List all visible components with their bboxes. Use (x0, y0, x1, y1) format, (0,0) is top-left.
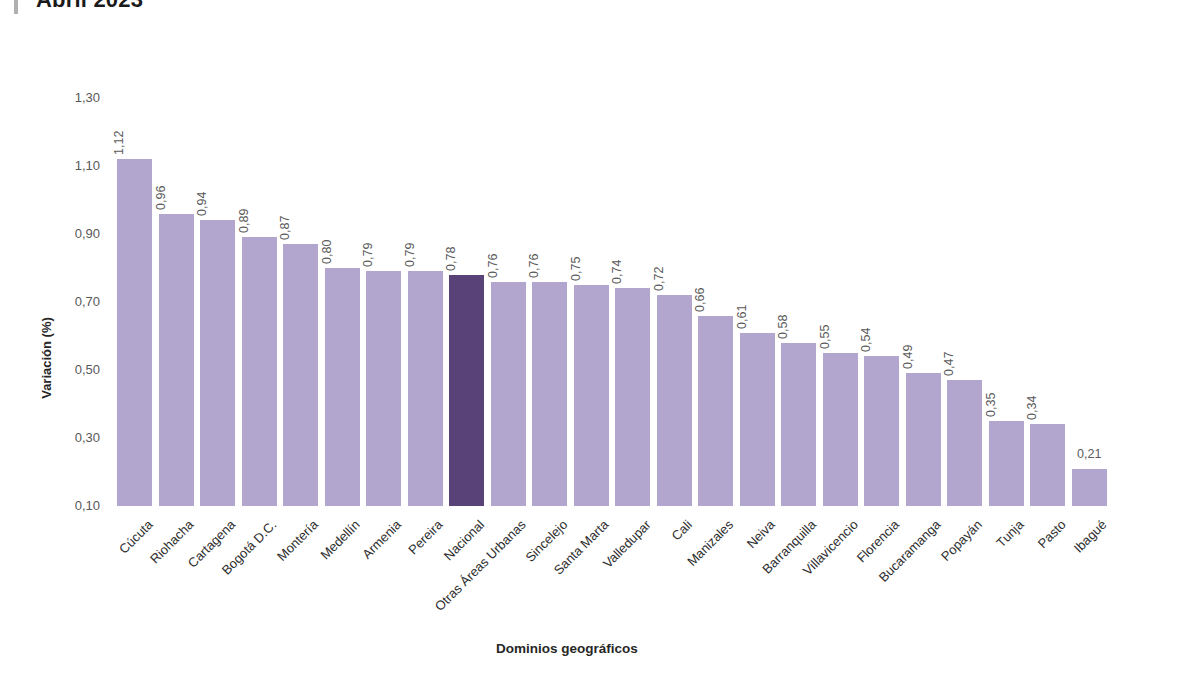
bar-cartagena (200, 220, 235, 506)
y-axis-title: Variación (%) (39, 317, 54, 399)
value-label-cartagena: 0,94 (195, 192, 210, 216)
bar-ibague (1072, 469, 1107, 506)
x-tick-pasto: Pasto (1034, 517, 1068, 551)
y-tick-1-10: 1,10 (40, 158, 100, 174)
bar-manizales (698, 316, 733, 506)
bar-armenia (366, 271, 401, 506)
bar-cucuta (117, 159, 152, 506)
bar-valledupar (615, 288, 650, 506)
value-label-tunja: 0,35 (984, 393, 999, 417)
bar-neiva (740, 333, 775, 506)
bar-bucaramanga (906, 373, 941, 506)
bar-riohacha (159, 214, 194, 506)
value-label-villavicencio: 0,55 (818, 325, 833, 349)
bar-nacional (449, 275, 484, 506)
x-tick-pereira: Pereira (406, 517, 446, 557)
bar-otras-areas-urbanas (491, 282, 526, 506)
value-label-cali: 0,72 (652, 267, 667, 291)
bar-santa-marta (574, 285, 609, 506)
bar-monteria (283, 244, 318, 506)
bar-sincelejo (532, 282, 567, 506)
x-tick-cali: Cali (668, 517, 694, 543)
value-label-otras-areas-urbanas: 0,76 (486, 253, 501, 277)
x-tick-cucuta: Cúcuta (116, 517, 156, 557)
x-tick-tunja: Tunja (994, 517, 1027, 550)
bar-villavicencio (823, 353, 858, 506)
bar-bogota-d-c (242, 237, 277, 506)
value-label-armenia: 0,79 (361, 243, 376, 267)
bar-chart: Variación (%) 1,30 1,10 0,90 0,70 0,50 0,30 0,… (0, 0, 1200, 675)
value-label-neiva: 0,61 (735, 304, 750, 328)
y-tick-0-10: 0,10 (40, 498, 100, 514)
bar-pasto (1030, 424, 1065, 506)
value-label-bogota-d-c: 0,89 (237, 209, 252, 233)
x-tick-popayan: Popayán (938, 517, 985, 564)
bar-tunja (989, 421, 1024, 506)
bar-popayan (947, 380, 982, 506)
y-tick-1-30: 1,30 (40, 90, 100, 106)
value-label-manizales: 0,66 (693, 287, 708, 311)
y-tick-0-70: 0,70 (40, 294, 100, 310)
y-tick-0-50: 0,50 (40, 362, 100, 378)
value-label-nacional: 0,78 (444, 246, 459, 270)
value-label-bucaramanga: 0,49 (901, 345, 916, 369)
x-tick-ibague: Ibagué (1071, 517, 1110, 556)
value-label-riohacha: 0,96 (154, 185, 169, 209)
bar-florencia (864, 356, 899, 506)
x-tick-neiva: Neiva (744, 517, 778, 551)
x-tick-medellin: Medellín (318, 517, 363, 562)
x-axis-title: Dominios geográficos (496, 641, 638, 656)
value-label-pasto: 0,34 (1025, 396, 1040, 420)
value-label-pereira: 0,79 (403, 243, 418, 267)
value-label-sincelejo: 0,76 (527, 253, 542, 277)
report-page: Abril 2023 Variación (%) 1,301,100,900,7… (0, 0, 1200, 675)
bar-cali (657, 295, 692, 506)
y-tick-0-30: 0,30 (40, 430, 100, 446)
value-label-florencia: 0,54 (859, 328, 874, 352)
value-label-barranquilla: 0,58 (776, 314, 791, 338)
x-tick-monteria: Montería (274, 517, 321, 564)
value-label-monteria: 0,87 (278, 216, 293, 240)
y-tick-0-90: 0,90 (40, 226, 100, 242)
value-label-cucuta: 1,12 (112, 131, 127, 155)
value-label-ibague: 0,21 (1077, 447, 1101, 462)
value-label-valledupar: 0,74 (610, 260, 625, 284)
bar-barranquilla (781, 343, 816, 506)
value-label-santa-marta: 0,75 (569, 257, 584, 281)
value-label-popayan: 0,47 (942, 352, 957, 376)
bar-medellin (325, 268, 360, 506)
value-label-medellin: 0,80 (320, 240, 335, 264)
x-tick-armenia: Armenia (360, 517, 405, 562)
bar-pereira (408, 271, 443, 506)
